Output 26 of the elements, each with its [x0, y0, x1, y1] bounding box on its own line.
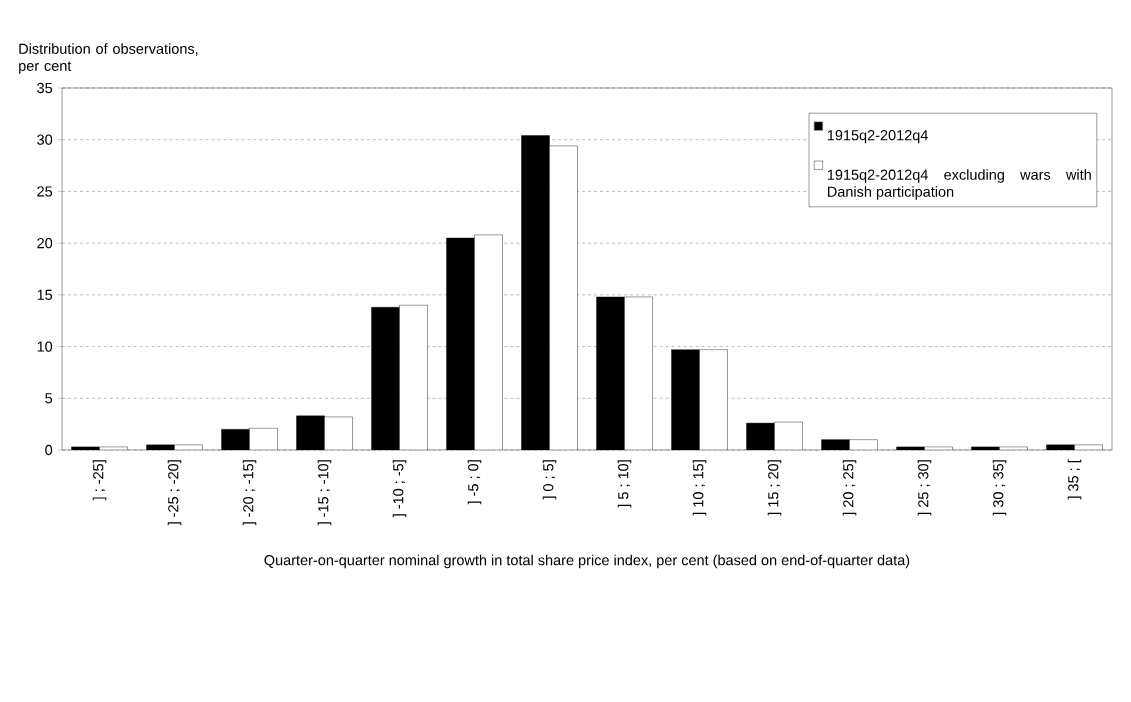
- x-tick-label: ] 10 ; 15]: [692, 460, 707, 516]
- y-tick-label: 20: [37, 238, 53, 249]
- x-tick-label: ] 5 ; 10]: [617, 460, 632, 508]
- x-tick-label: ] -15 ; -10]: [317, 460, 332, 526]
- y-axis-title: Distribution of observations, per cent: [19, 43, 198, 74]
- y-tick-label: 15: [37, 289, 53, 300]
- x-tick-label: ] 25 ; 30]: [917, 460, 932, 516]
- y-tick-label: 5: [45, 393, 53, 404]
- x-tick-label: ] ; -25]: [92, 460, 107, 501]
- x-tick-label: ] 35 ; [: [1067, 459, 1082, 500]
- y-tick-label: 10: [37, 341, 53, 352]
- x-tick-label: ] -5 ; 0]: [467, 460, 482, 505]
- legend-label: 1915q2-2012q4 excluding wars with Danish participation: [827, 169, 1091, 200]
- x-axis-title: Quarter-on-quarter nominal growth in total share price index, per cent (based on end-of-quarter data): [264, 554, 910, 569]
- x-tick-label: ] -10 ; -5]: [392, 460, 407, 518]
- legend-label: 1915q2-2012q4: [827, 130, 928, 144]
- y-tick-label: 25: [37, 186, 53, 197]
- x-tick-label: ] -20 ; -15]: [242, 460, 257, 526]
- x-tick-label: ] -25 ; -20]: [167, 460, 182, 526]
- y-tick-label: 35: [37, 82, 53, 94]
- x-tick-label: ] 30 ; 35]: [992, 460, 1007, 516]
- y-tick-label: 0: [45, 444, 53, 456]
- x-tick-label: ] 0 ; 5]: [542, 460, 557, 500]
- x-tick-label: ] 15 ; 20]: [767, 460, 782, 516]
- y-tick-label: 30: [37, 134, 53, 145]
- x-tick-label: ] 20 ; 25]: [842, 460, 857, 516]
